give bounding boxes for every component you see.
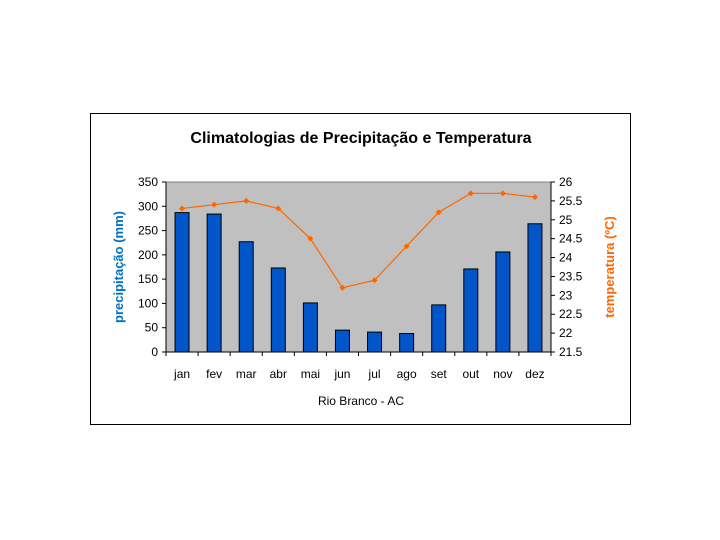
y-tick-label: 200 bbox=[138, 248, 158, 262]
x-tick-label: set bbox=[431, 367, 448, 381]
y-tick-label: 300 bbox=[138, 199, 158, 213]
temp-point-jul bbox=[371, 277, 378, 284]
bar-ago bbox=[399, 333, 415, 353]
bar-mar bbox=[238, 241, 254, 353]
bar-set bbox=[431, 304, 447, 353]
chart-frame: Climatologias de Precipitação e Temperat… bbox=[90, 113, 631, 425]
bar-abr bbox=[270, 267, 286, 353]
y-tick-label: 50 bbox=[145, 321, 159, 335]
temp-point-nov bbox=[499, 190, 506, 197]
temp-point-out bbox=[467, 190, 474, 197]
chart-svg: Climatologias de Precipitação e Temperat… bbox=[111, 130, 617, 408]
x-tick-label: ago bbox=[397, 367, 417, 381]
bar-jun bbox=[334, 329, 350, 353]
x-tick-label: mar bbox=[236, 367, 257, 381]
x-tick-label: jan bbox=[173, 367, 190, 381]
temp-point-ago bbox=[403, 243, 410, 250]
temp-point-abr bbox=[275, 205, 282, 212]
temp-point-fev bbox=[211, 201, 218, 208]
bar-fev bbox=[206, 213, 222, 353]
y-tick-label: 250 bbox=[138, 224, 158, 238]
y-axis-label: precipitação (mm) bbox=[111, 211, 126, 323]
temp-point-dez bbox=[531, 194, 538, 201]
x-tick-label: mai bbox=[301, 367, 320, 381]
bar-out bbox=[463, 268, 479, 353]
y2-tick-label: 25.5 bbox=[559, 194, 583, 208]
y-tick-label: 0 bbox=[151, 345, 158, 359]
temperature-line bbox=[181, 192, 536, 289]
temp-point-mar bbox=[243, 197, 250, 204]
y2-tick-label: 25 bbox=[559, 213, 573, 227]
x-tick-label: fev bbox=[206, 367, 222, 381]
bar-dez bbox=[527, 223, 543, 353]
y2-tick-label: 24.5 bbox=[559, 232, 583, 246]
y-tick-label: 100 bbox=[138, 296, 158, 310]
x-tick-label: dez bbox=[525, 367, 544, 381]
temp-point-mai bbox=[307, 235, 314, 242]
bar-nov bbox=[495, 251, 511, 353]
x-tick-label: abr bbox=[270, 367, 287, 381]
plot-area bbox=[165, 181, 552, 353]
x-tick-label: jul bbox=[368, 367, 381, 381]
temp-point-jun bbox=[339, 284, 346, 291]
x-tick-label: out bbox=[462, 367, 479, 381]
y2-tick-label: 26 bbox=[559, 175, 573, 189]
y2-tick-label: 23 bbox=[559, 288, 573, 302]
x-axis-label: Rio Branco - AC bbox=[318, 394, 404, 408]
y2-tick-label: 24 bbox=[559, 251, 573, 265]
x-tick-label: nov bbox=[493, 367, 512, 381]
chart-title: Climatologias de Precipitação e Temperat… bbox=[190, 130, 531, 147]
x-tick-label: jun bbox=[333, 367, 350, 381]
y2-tick-label: 21.5 bbox=[559, 345, 583, 359]
temp-point-set bbox=[435, 209, 442, 216]
y2-tick-label: 23.5 bbox=[559, 269, 583, 283]
y2-tick-label: 22.5 bbox=[559, 307, 583, 321]
bar-jan bbox=[174, 212, 190, 353]
y-tick-label: 350 bbox=[138, 175, 158, 189]
bar-mai bbox=[302, 302, 318, 353]
y-tick-label: 150 bbox=[138, 272, 158, 286]
temp-point-jan bbox=[179, 205, 186, 212]
y2-axis-label: temperatura (ºC) bbox=[602, 216, 617, 318]
bar-jul bbox=[367, 331, 383, 353]
y2-tick-label: 22 bbox=[559, 326, 573, 340]
